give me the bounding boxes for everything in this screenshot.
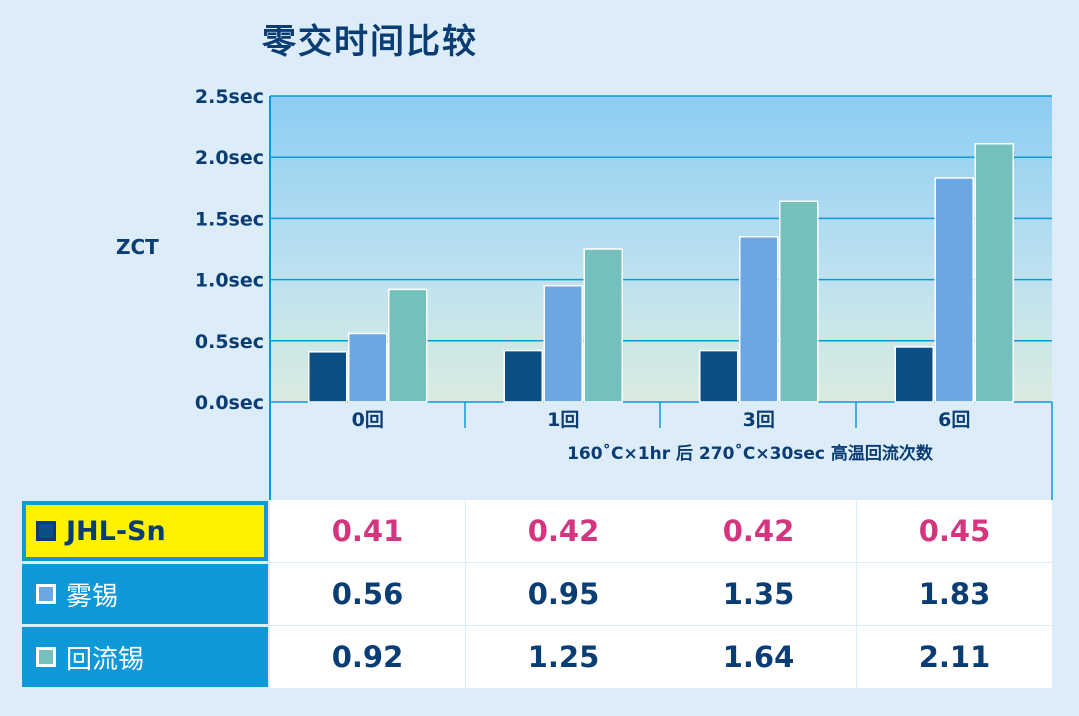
y-tick-label: 0.0sec: [195, 392, 264, 414]
bar: [348, 332, 388, 403]
x-tick-label: 1回: [547, 409, 579, 431]
table-cell: 0.56: [270, 563, 465, 625]
table-row-header-jhl: JHL-Sn: [22, 501, 268, 561]
bar: [779, 200, 819, 403]
table-cell: 0.41: [270, 500, 465, 562]
table-cell: 0.45: [857, 500, 1052, 562]
bar: [503, 349, 543, 403]
table-row-header-matte: 雾锡: [22, 564, 268, 624]
legend-swatch-matte: [36, 584, 56, 604]
table-cell: 1.35: [661, 563, 856, 625]
legend-label-jhl: JHL-Sn: [66, 515, 166, 547]
table-cell: 0.42: [466, 500, 661, 562]
table-cell: 2.11: [857, 626, 1052, 688]
table-cell: 1.64: [661, 626, 856, 688]
table-cell: 0.42: [661, 500, 856, 562]
y-tick-label: 2.5sec: [195, 86, 264, 108]
legend-swatch-jhl: [36, 521, 56, 541]
bar: [543, 284, 583, 403]
x-tick-label: 0回: [352, 409, 384, 431]
bar: [583, 248, 623, 403]
bar: [934, 177, 974, 403]
legend-label-matte: 雾锡: [66, 581, 119, 612]
legend-swatch-reflow: [36, 647, 56, 667]
legend-label-reflow: 回流锡: [66, 644, 145, 675]
chart-title: 零交时间比较: [262, 22, 478, 62]
x-tick-label: 6回: [938, 409, 970, 431]
y-axis-label: ZCT: [116, 235, 159, 259]
y-tick-label: 0.5sec: [195, 331, 264, 353]
table-row-header-reflow: 回流锡: [22, 627, 268, 687]
y-tick-label: 2.0sec: [195, 147, 264, 169]
bar: [308, 351, 348, 403]
y-tick-label: 1.0sec: [195, 270, 264, 292]
x-axis-note: 160˚C×1hr 后 270˚C×30sec 高温回流次数: [567, 442, 934, 464]
bar: [739, 236, 779, 403]
table-cell: 1.83: [857, 563, 1052, 625]
bar: [388, 288, 428, 403]
table-cell: 1.25: [466, 626, 661, 688]
table-cell: 0.92: [270, 626, 465, 688]
x-tick-label: 3回: [743, 409, 775, 431]
bar: [894, 346, 934, 403]
bar: [974, 142, 1014, 403]
table-cell: 0.95: [466, 563, 661, 625]
bar: [699, 349, 739, 403]
y-tick-label: 1.5sec: [195, 208, 264, 230]
